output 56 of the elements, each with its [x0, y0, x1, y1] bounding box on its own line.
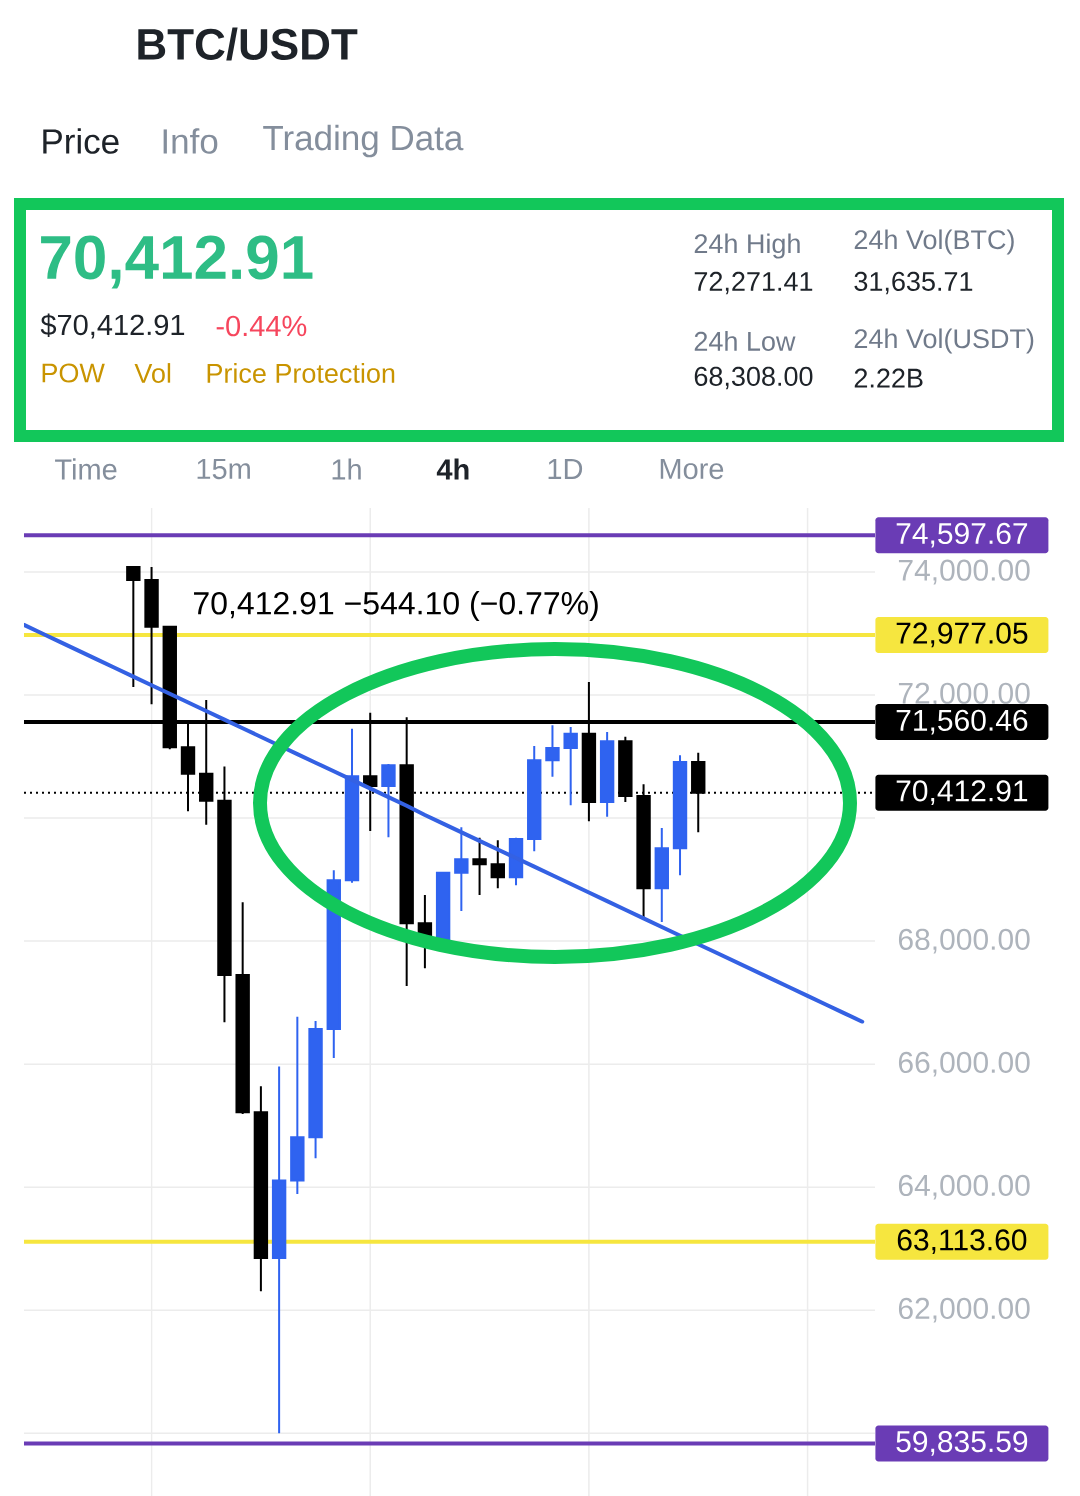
candlestick — [527, 745, 542, 853]
text: Time — [55, 458, 117, 480]
text: Price Protection — [207, 363, 395, 383]
ref-line-label: 71,560.46 — [896, 709, 1028, 735]
text: 24h Low — [694, 331, 796, 351]
candlestick — [490, 839, 505, 890]
text: More — [660, 458, 724, 480]
text: 1D — [548, 459, 583, 479]
y-tick-label: 74,000.00 — [898, 559, 1030, 585]
text: 4h — [436, 458, 469, 480]
candlestick — [618, 735, 633, 804]
candlestick — [672, 754, 688, 877]
text: 15m — [197, 458, 250, 480]
candlestick — [290, 1015, 305, 1195]
candlestick — [599, 730, 615, 818]
ref-line-label: 74,597.67 — [896, 522, 1028, 548]
y-tick-label: 64,000.00 — [898, 1174, 1030, 1200]
text: 24h Vol(USDT) — [854, 328, 1034, 354]
y-tick-label: 68,000.00 — [898, 928, 1030, 954]
annotation: 70,412.91 −544.10 (−0.77%) — [194, 591, 598, 621]
text: Trading Data — [263, 124, 464, 158]
y-tick-label: 62,000.00 — [898, 1297, 1030, 1323]
ref-line-label: 59,835.59 — [896, 1430, 1028, 1456]
y-tick-label: 66,000.00 — [898, 1051, 1030, 1077]
text: 1h — [332, 458, 361, 480]
text: 68,308.00 — [694, 366, 813, 390]
chart-title: BTC/USDT — [138, 27, 358, 61]
candlestick — [344, 727, 360, 884]
y-tick-label: 72,000.00 — [898, 682, 1030, 708]
ref-line-label: 70,412.91 — [896, 780, 1028, 806]
candlestick — [144, 566, 159, 706]
text: Info — [163, 128, 218, 154]
text: 24h Vol(BTC) — [854, 229, 1014, 255]
candlestick — [271, 1065, 287, 1435]
candlestick — [472, 836, 487, 896]
ref-line-label: 63,113.60 — [897, 1229, 1027, 1255]
text: Vol — [134, 363, 171, 383]
candlestick — [235, 901, 250, 1115]
text: 70,412.91 — [41, 235, 313, 289]
candlestick — [454, 826, 469, 912]
text: POW — [42, 363, 105, 383]
candlestick — [126, 566, 141, 689]
candlestick — [654, 826, 669, 924]
candlestick — [563, 726, 578, 807]
candlestick — [253, 1085, 269, 1293]
text: $70,412.91 — [40, 313, 185, 339]
text: 2.22B — [854, 368, 923, 388]
candlestick — [308, 1020, 323, 1160]
text: 24h High — [694, 233, 800, 259]
text: -0.44% — [216, 315, 307, 337]
text: 31,635.71 — [854, 271, 973, 295]
candlestick — [381, 762, 396, 839]
text: 72,271.41 — [694, 271, 813, 295]
text: Price — [43, 128, 119, 154]
candlestick — [545, 724, 560, 778]
ref-line-label: 72,977.05 — [896, 622, 1028, 648]
